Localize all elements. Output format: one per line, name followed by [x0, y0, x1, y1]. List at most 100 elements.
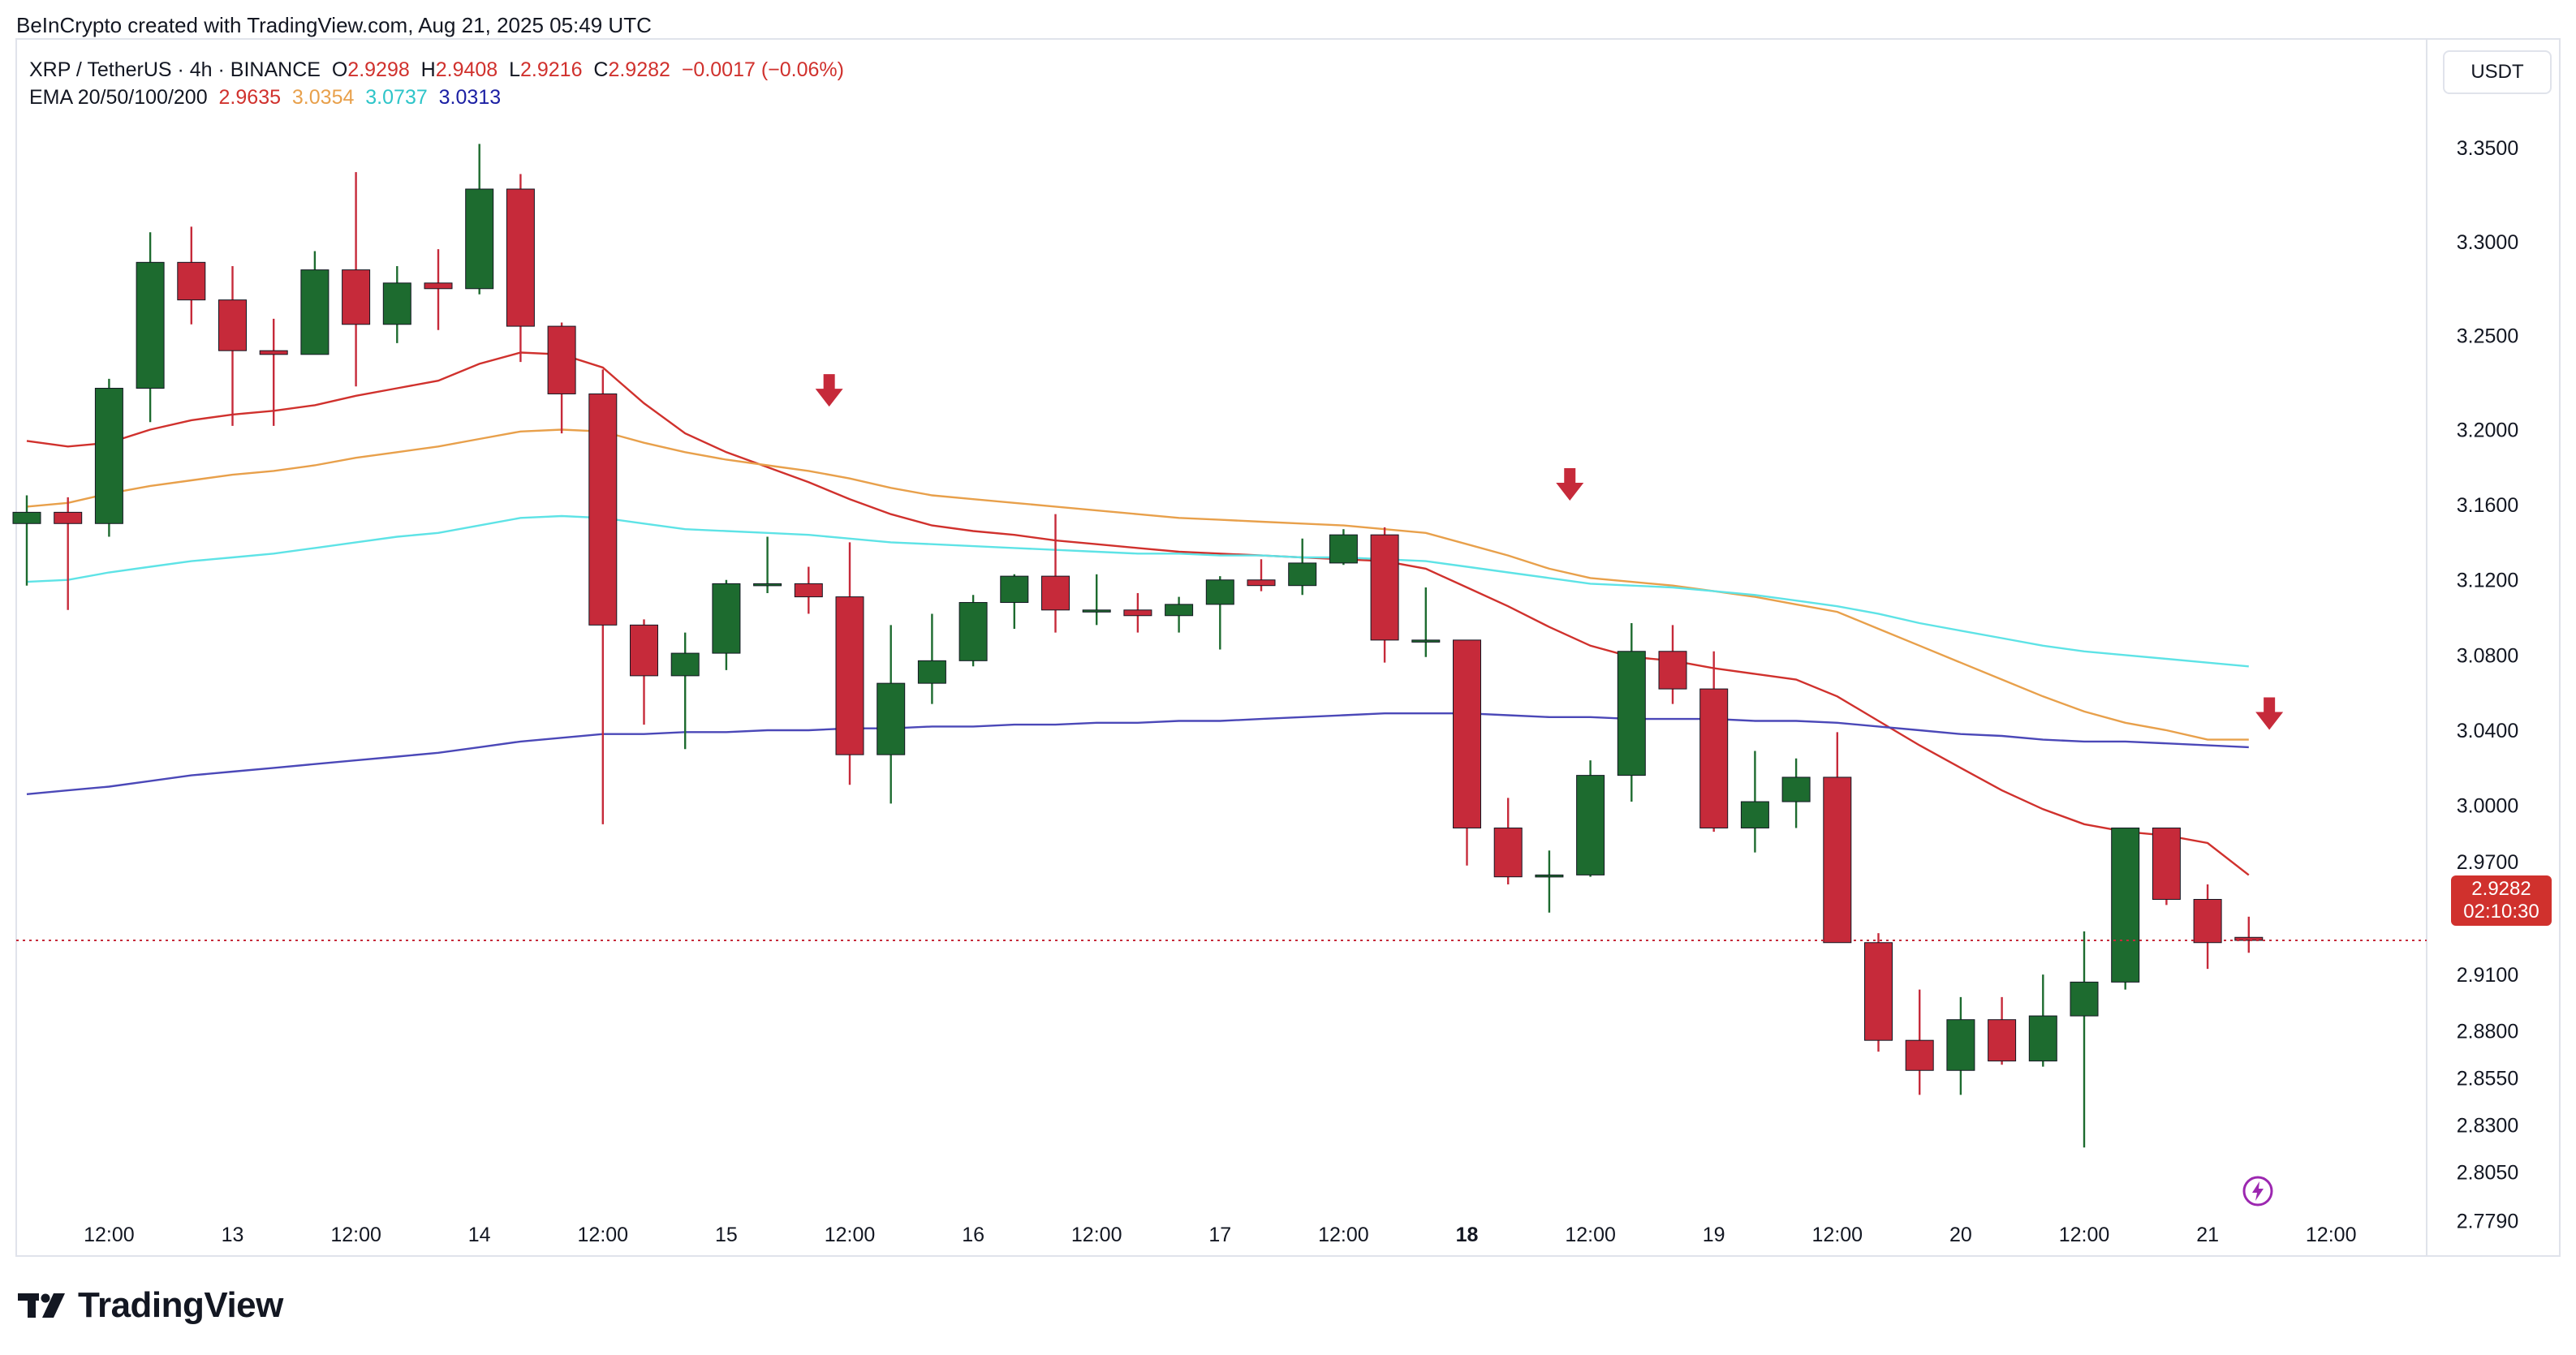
time-tick-label: 15 [715, 1224, 738, 1246]
bullish-candle [1000, 575, 1029, 604]
time-tick-label: 12:00 [825, 1224, 876, 1246]
price-tick-label: 2.7790 [2457, 1211, 2518, 1233]
time-tick-label: 12:00 [84, 1224, 135, 1246]
time-tick-label: 18 [1456, 1224, 1479, 1246]
currency-selector[interactable]: USDT [2443, 50, 2552, 94]
ema-line-3 [26, 712, 2249, 795]
price-tick-label: 2.8800 [2457, 1021, 2518, 1043]
bullish-candle [958, 602, 988, 661]
time-axis[interactable]: 12:00 13 12:00 14 12:00 15 12:00 16 12:00 17 12:00… [84, 1224, 2356, 1246]
ohlc-close-label: C [593, 58, 609, 81]
bullish-candle [94, 388, 123, 524]
price-tick-label: 2.8550 [2457, 1068, 2518, 1090]
ema20-value: 2.9635 [218, 86, 281, 109]
bullish-candle [1329, 534, 1358, 564]
bullish-candle [12, 511, 41, 524]
bullish-candle [1576, 775, 1605, 875]
bearish-candle [1453, 639, 1481, 828]
ema-line-0 [26, 351, 2250, 876]
bearish-candle [1247, 579, 1276, 587]
bearish-candle [835, 596, 864, 755]
price-tick-label: 3.2000 [2457, 419, 2518, 441]
price-tick-label: 3.2500 [2457, 325, 2518, 348]
time-tick-label: 19 [1703, 1224, 1725, 1246]
bearish-candle [2193, 898, 2222, 944]
ohlc-low: 2.9216 [520, 58, 583, 81]
price-tick-label: 3.0800 [2457, 644, 2518, 667]
price-tick-label: 3.3000 [2457, 231, 2518, 254]
ohlc-high: 2.9408 [435, 58, 498, 81]
tradingview-logo[interactable]: TradingView [18, 1285, 283, 1326]
bearish-candle [424, 282, 453, 290]
bearish-candle [1370, 534, 1399, 641]
bearish-candle [506, 188, 535, 327]
bullish-candle [1946, 1019, 1975, 1071]
bullish-candle [1205, 579, 1234, 605]
time-tick-label: 12:00 [1318, 1224, 1369, 1246]
bullish-candle [1617, 651, 1646, 776]
candles [12, 144, 2264, 1148]
plot-border [15, 38, 2561, 1257]
bullish-candle [1535, 874, 1564, 878]
bullish-candle [1781, 776, 1811, 802]
ema-lines [26, 351, 2250, 876]
bearish-candle [1864, 942, 1893, 1041]
time-tick-label: 20 [1949, 1224, 1972, 1246]
price-axis[interactable]: 3.3500 3.3000 3.2500 3.2000 3.1600 3.1200 3.08… [2457, 137, 2518, 1232]
time-tick-label: 12:00 [1565, 1224, 1616, 1246]
bullish-candle [465, 188, 494, 290]
down-arrow-icon [815, 374, 843, 407]
bearish-candle [1658, 651, 1687, 690]
bullish-candle [1082, 609, 1111, 613]
bullish-candle [877, 682, 906, 755]
ema200-value: 3.0313 [438, 86, 502, 109]
bullish-candle [382, 282, 411, 325]
ohlc-close: 2.9282 [608, 58, 670, 81]
ema50-value: 3.0354 [291, 86, 355, 109]
tradingview-wordmark: TradingView [78, 1285, 283, 1325]
attribution-text: BeInCrypto created with TradingView.com,… [16, 13, 652, 37]
bearish-candle [588, 393, 618, 626]
tradingview-logo-icon [18, 1293, 65, 1318]
down-arrow-icon [1556, 467, 1584, 501]
flash-icon[interactable] [2242, 1175, 2274, 1207]
bearish-candle [1041, 575, 1070, 611]
time-tick-label: 17 [1208, 1224, 1231, 1246]
bearish-candle [1493, 827, 1523, 878]
bullish-candle [712, 583, 741, 654]
time-tick-label: 13 [222, 1224, 244, 1246]
down-arrow-icon [2255, 697, 2284, 730]
bar-countdown: 02:10:30 [2463, 901, 2539, 923]
price-tick-label: 3.1600 [2457, 494, 2518, 517]
bearish-candle [1988, 1019, 2017, 1062]
time-tick-label: 12:00 [330, 1224, 381, 1246]
time-tick-label: 12:00 [1071, 1224, 1122, 1246]
bullish-candle [2028, 1015, 2057, 1062]
bearish-candle [259, 350, 288, 355]
ema-legend-label: EMA 20/50/100/200 [29, 86, 208, 109]
symbol-name: XRP / TetherUS · 4h · BINANCE [29, 58, 321, 81]
time-tick-label: 12:00 [1812, 1224, 1863, 1246]
chart-frame [15, 38, 2561, 1257]
bullish-candle [753, 583, 782, 587]
price-tick-label: 2.8300 [2457, 1114, 2518, 1137]
bullish-candle [1411, 639, 1441, 643]
ohlc-high-label: H [420, 58, 436, 81]
bullish-candle [1165, 604, 1194, 617]
time-tick-label: 12:00 [2306, 1224, 2357, 1246]
ohlc-open: 2.9298 [347, 58, 410, 81]
bearish-candle [218, 299, 247, 351]
bearish-candle [1123, 609, 1152, 617]
bullish-candle [670, 652, 700, 677]
symbol-legend[interactable]: XRP / TetherUS · 4h · BINANCE O2.9298 H2… [29, 58, 844, 82]
time-tick-label: 12:00 [2059, 1224, 2110, 1246]
bearish-candle [630, 624, 658, 677]
bullish-candle [917, 660, 946, 684]
bullish-candle [300, 269, 330, 355]
ema-legend[interactable]: EMA 20/50/100/200 2.9635 3.0354 3.0737 3… [29, 86, 501, 110]
time-tick-label: 14 [468, 1224, 491, 1246]
time-tick-label: 16 [962, 1224, 984, 1246]
bearish-candle [342, 269, 371, 325]
ohlc-low-label: L [509, 58, 521, 81]
